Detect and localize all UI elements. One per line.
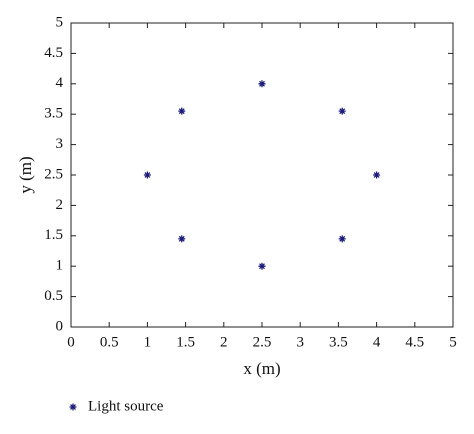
y-tick-label: 0 [56, 318, 64, 334]
x-tick-label: 4 [373, 334, 381, 350]
x-tick-label: 0 [67, 334, 75, 350]
x-tick-label: 4.5 [405, 334, 424, 350]
legend-marker [69, 403, 77, 411]
point [338, 235, 346, 243]
y-tick-label: 3 [56, 136, 64, 152]
point [258, 80, 266, 88]
y-tick-label: 1 [56, 258, 64, 274]
legend-label: Light source [88, 398, 164, 414]
point [258, 262, 266, 270]
x-tick-label: 3 [296, 334, 304, 350]
x-tick-label: 0.5 [100, 334, 119, 350]
y-tick-label: 1.5 [44, 227, 63, 243]
x-tick-label: 1 [144, 334, 152, 350]
plot-frame [70, 22, 454, 328]
y-tick-label: 2.5 [44, 166, 63, 182]
x-tick-label: 1.5 [176, 334, 195, 350]
y-axis-title: y (m) [16, 156, 35, 193]
y-tick-label: 4 [56, 75, 64, 91]
x-axis-title: x (m) [243, 359, 280, 378]
x-tick-label: 3.5 [329, 334, 348, 350]
x-tick-label: 5 [449, 334, 457, 350]
point [143, 171, 151, 179]
x-tick-label: 2.5 [253, 334, 272, 350]
point [178, 235, 186, 243]
y-tick-label: 5 [56, 14, 64, 30]
point [373, 171, 381, 179]
x-tick-label: 2 [220, 334, 228, 350]
y-tick-label: 2 [56, 197, 64, 213]
point [178, 107, 186, 115]
y-tick-label: 3.5 [44, 106, 63, 122]
y-tick-label: 4.5 [44, 45, 63, 61]
y-tick-label: 0.5 [44, 288, 63, 304]
point [338, 107, 346, 115]
